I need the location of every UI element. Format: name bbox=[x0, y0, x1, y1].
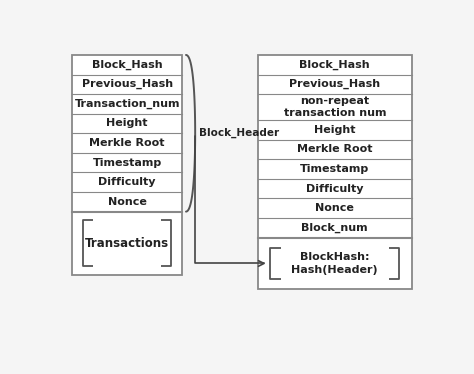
Bar bbox=[72, 55, 182, 275]
Bar bbox=[258, 55, 412, 289]
Text: Previous_Hash: Previous_Hash bbox=[82, 79, 173, 89]
Text: Nonce: Nonce bbox=[315, 203, 354, 213]
Text: Transactions: Transactions bbox=[85, 237, 169, 250]
Text: Block_Hash: Block_Hash bbox=[92, 59, 163, 70]
Text: Merkle Root: Merkle Root bbox=[297, 144, 373, 154]
Text: BlockHash:
Hash(Header): BlockHash: Hash(Header) bbox=[292, 252, 378, 275]
Text: Merkle Root: Merkle Root bbox=[90, 138, 165, 148]
Text: Timestamp: Timestamp bbox=[92, 158, 162, 168]
Text: Previous_Hash: Previous_Hash bbox=[289, 79, 380, 89]
Text: Block_Hash: Block_Hash bbox=[300, 59, 370, 70]
Text: Block_num: Block_num bbox=[301, 223, 368, 233]
Text: Difficulty: Difficulty bbox=[306, 184, 364, 194]
Text: Transaction_num: Transaction_num bbox=[74, 99, 180, 109]
Text: Timestamp: Timestamp bbox=[300, 164, 369, 174]
Text: non-repeat
transaction num: non-repeat transaction num bbox=[283, 96, 386, 118]
Text: Difficulty: Difficulty bbox=[99, 177, 156, 187]
Text: Height: Height bbox=[107, 119, 148, 129]
Text: Height: Height bbox=[314, 125, 356, 135]
Text: Nonce: Nonce bbox=[108, 197, 146, 207]
Text: Block_Header: Block_Header bbox=[199, 128, 279, 138]
